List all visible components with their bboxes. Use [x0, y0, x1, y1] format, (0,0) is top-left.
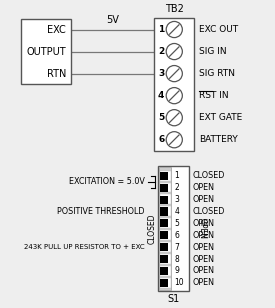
Bar [154, 18, 194, 151]
Bar [160, 206, 171, 216]
Circle shape [166, 43, 182, 60]
Text: POSITIVE THRESHOLD: POSITIVE THRESHOLD [57, 207, 145, 216]
Text: CLOSED: CLOSED [192, 207, 225, 216]
Text: OPEN: OPEN [197, 218, 206, 239]
Bar [160, 183, 171, 192]
Bar [160, 278, 171, 287]
Text: OPEN: OPEN [192, 183, 214, 192]
Bar [160, 242, 171, 252]
Bar [160, 266, 171, 276]
Text: 3: 3 [158, 69, 164, 78]
Bar [160, 172, 168, 180]
Text: OPEN: OPEN [192, 266, 214, 275]
Text: 6: 6 [158, 135, 164, 144]
Text: OPEN: OPEN [192, 254, 214, 264]
Circle shape [166, 22, 182, 38]
Text: CLOSED: CLOSED [148, 213, 157, 244]
Text: EXCITATION = 5.0V: EXCITATION = 5.0V [69, 177, 145, 186]
Text: TB2: TB2 [165, 4, 184, 14]
Text: BATTERY: BATTERY [199, 135, 238, 144]
Bar [160, 231, 168, 239]
Text: RST IN: RST IN [199, 91, 229, 100]
Text: OPEN: OPEN [192, 243, 214, 252]
Text: EXC: EXC [47, 25, 66, 34]
Bar [160, 218, 171, 228]
Bar [160, 219, 168, 227]
Text: 5V: 5V [106, 15, 119, 25]
Circle shape [166, 110, 182, 126]
Text: 7: 7 [174, 243, 179, 252]
Bar [160, 254, 171, 264]
Bar [160, 194, 171, 205]
Text: 5: 5 [174, 219, 179, 228]
Text: SIG RTN: SIG RTN [199, 69, 235, 78]
Text: CLOSED: CLOSED [192, 171, 225, 180]
Bar [160, 243, 168, 251]
Text: RTN: RTN [46, 69, 66, 79]
Text: 1: 1 [158, 25, 164, 34]
Bar [160, 267, 168, 275]
Text: SIG IN: SIG IN [199, 47, 227, 56]
Bar [160, 255, 168, 263]
Text: 243K PULL UP RESISTOR TO + EXC: 243K PULL UP RESISTOR TO + EXC [24, 244, 145, 250]
Text: OPEN: OPEN [192, 231, 214, 240]
Bar [21, 19, 71, 84]
Text: EXC OUT: EXC OUT [199, 25, 238, 34]
Text: 4: 4 [158, 91, 164, 100]
Text: S1: S1 [167, 294, 180, 304]
Bar [160, 279, 168, 287]
Text: EXT GATE: EXT GATE [199, 113, 242, 122]
Text: 6: 6 [174, 231, 179, 240]
Text: OPEN: OPEN [192, 219, 214, 228]
Text: 10: 10 [174, 278, 184, 287]
Circle shape [166, 66, 182, 82]
Text: 3: 3 [174, 195, 179, 204]
Text: 4: 4 [174, 207, 179, 216]
Bar [160, 171, 171, 180]
Bar [160, 184, 168, 192]
Bar [159, 167, 171, 290]
Text: OPEN: OPEN [192, 195, 214, 204]
Bar [158, 166, 189, 291]
Text: 5: 5 [158, 113, 164, 122]
Circle shape [166, 87, 182, 104]
Text: OUTPUT: OUTPUT [26, 47, 66, 57]
Bar [160, 196, 168, 204]
Text: OPEN: OPEN [192, 278, 214, 287]
Text: 2: 2 [174, 183, 179, 192]
Text: 8: 8 [174, 254, 179, 264]
Bar [160, 230, 171, 240]
Circle shape [166, 132, 182, 148]
Text: 2: 2 [158, 47, 164, 56]
Text: 1: 1 [174, 171, 179, 180]
Bar [160, 208, 168, 216]
Text: 9: 9 [174, 266, 179, 275]
